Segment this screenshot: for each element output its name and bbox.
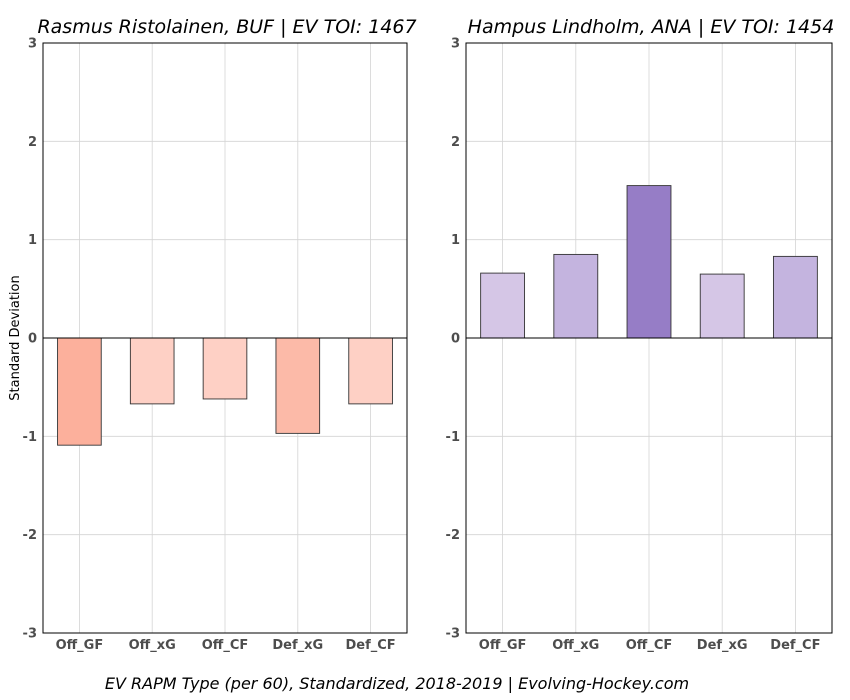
x-tick-label: Def_CF [770,638,820,653]
x-tick-label: Off_xG [552,638,599,653]
x-tick-label: Off_CF [626,638,673,653]
panel-title: Hampus Lindholm, ANA | EV TOI: 1454 [468,16,835,38]
x-tick-label: Def_CF [346,638,396,653]
chart-panel-1: Rasmus Ristolainen, BUF | EV TOI: 1467 -3… [23,16,417,653]
bar-off-xg [129,337,175,405]
y-tick-label: 2 [451,135,460,150]
x-tick-label: Off_xG [129,638,176,653]
y-axis-label: Standard Deviation [8,275,23,400]
bar-off-cf [202,337,248,400]
x-tick-label: Def_xG [697,638,748,653]
plot-frame [42,42,408,634]
y-tick-label: 3 [28,37,37,52]
x-tick-label: Off_GF [56,638,104,653]
y-tick-label: 1 [451,233,460,248]
chart-caption: EV RAPM Type (per 60), Standardized, 201… [105,674,689,693]
y-tick-label: -1 [23,430,37,445]
y-tick-label: 0 [451,332,460,347]
y-tick-label: -2 [23,528,37,543]
plot-frame [465,42,833,634]
bar-def-cf [772,255,818,339]
y-tick-label: -2 [446,528,460,543]
bar-def-xg [699,273,745,339]
bar-def-xg [275,337,321,434]
y-tick-label: 3 [451,37,460,52]
y-tick-label: 1 [28,233,37,248]
x-tick-label: Def_xG [272,638,323,653]
y-tick-label: -3 [446,627,460,642]
x-tick-label: Off_CF [202,638,249,653]
bar-def-cf [348,337,393,405]
bar-off-cf [626,185,672,339]
bar-off-gf [57,337,102,446]
chart-panel-2: Hampus Lindholm, ANA | EV TOI: 1454 -3 -2 -… [446,16,835,653]
panel-title: Rasmus Ristolainen, BUF | EV TOI: 1467 [37,16,416,38]
bar-off-gf [480,272,526,339]
y-tick-label: 0 [28,332,37,347]
y-tick-label: -3 [23,627,37,642]
bar-off-xg [553,253,599,339]
y-tick-label: -1 [446,430,460,445]
x-tick-label: Off_GF [479,638,527,653]
y-tick-label: 2 [28,135,37,150]
